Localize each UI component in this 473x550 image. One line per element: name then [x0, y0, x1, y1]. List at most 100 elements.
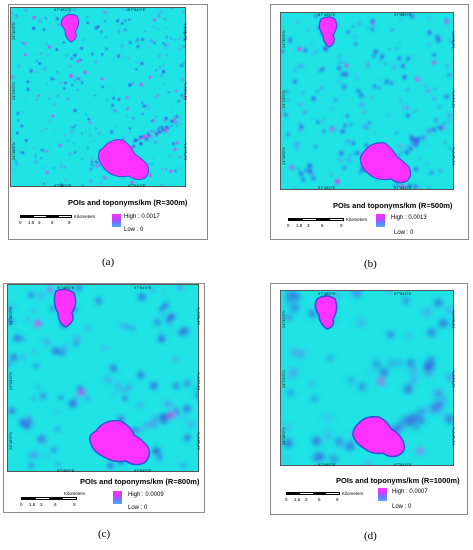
density-blob	[416, 447, 424, 455]
density-blob	[73, 335, 81, 343]
density-blob	[175, 115, 179, 119]
density-blob	[155, 74, 158, 77]
density-blob	[308, 309, 317, 318]
density-blob	[81, 81, 84, 84]
density-blob	[133, 117, 136, 120]
density-blob	[284, 439, 293, 448]
density-blob	[434, 118, 438, 122]
density-blob	[161, 128, 163, 131]
density-blob	[172, 122, 175, 125]
map-title-d: POIs and toponyms/km (R=1000m)	[336, 476, 460, 485]
density-blob	[297, 47, 302, 52]
density-blob	[428, 17, 431, 20]
density-blob	[356, 88, 362, 94]
density-blob	[164, 168, 168, 171]
density-blob	[388, 48, 391, 51]
density-blob	[344, 63, 349, 68]
density-blob	[178, 166, 181, 169]
density-blob	[341, 84, 347, 90]
density-blob	[96, 161, 99, 164]
density-blob	[105, 376, 113, 384]
density-blob	[87, 147, 89, 150]
density-blob	[315, 50, 318, 53]
lat-label-bottom: 24°18'0"N	[281, 147, 286, 165]
density-blob	[157, 54, 162, 58]
density-blob	[168, 322, 174, 328]
density-blob	[72, 126, 75, 129]
density-blob	[11, 146, 14, 149]
legend-high-a: High : 0.0017	[124, 214, 160, 220]
scale-tick-1-b: 1.5	[296, 223, 303, 228]
density-blob	[126, 8, 129, 11]
density-blob	[40, 393, 47, 400]
density-blob	[405, 60, 408, 63]
density-blob	[323, 431, 332, 439]
density-blob	[316, 120, 320, 125]
lon-label-left: 97°48'0"E	[318, 12, 336, 17]
density-blob	[149, 173, 153, 177]
density-blob	[425, 144, 428, 147]
density-blob	[388, 360, 395, 367]
density-blob	[35, 71, 38, 73]
density-blob	[426, 42, 431, 47]
lat-label-bottom: 24°18'0"N	[8, 432, 13, 450]
density-blob	[149, 39, 154, 43]
density-blob	[80, 46, 84, 50]
density-blob	[357, 21, 363, 27]
density-blob	[34, 156, 37, 158]
density-blob	[298, 171, 304, 176]
density-blob	[354, 42, 358, 46]
density-blob	[307, 163, 313, 169]
density-blob	[370, 96, 373, 99]
density-blob	[88, 133, 92, 137]
density-blob	[130, 326, 136, 332]
density-blob	[301, 91, 304, 94]
density-blob	[70, 126, 73, 129]
density-blob	[283, 113, 288, 117]
density-blob	[109, 70, 111, 73]
scale-tick-2-d: 3	[305, 497, 308, 502]
density-blob	[34, 320, 42, 327]
density-blob	[445, 306, 453, 315]
lat-label-bottom: 24°18'0"N	[11, 142, 16, 160]
density-blob	[91, 157, 93, 160]
density-blob	[442, 415, 448, 420]
density-blob	[296, 349, 305, 359]
density-blob	[422, 407, 429, 414]
legend-high-d: High : 0.0007	[392, 489, 428, 495]
density-blob	[451, 47, 453, 50]
density-blob	[359, 102, 365, 108]
density-blob	[12, 148, 15, 151]
density-blob	[285, 298, 292, 304]
density-blob	[331, 127, 337, 133]
density-blob	[442, 121, 446, 125]
lon-label-right: 97°54'0"E	[394, 291, 412, 296]
density-blob	[139, 82, 143, 87]
density-blob	[162, 42, 165, 45]
density-blob	[361, 123, 367, 129]
density-blob	[126, 115, 129, 118]
lat-label-top: 24°30'0"N	[11, 22, 16, 40]
density-blob	[46, 182, 49, 184]
density-blob	[288, 37, 293, 43]
density-blob	[17, 119, 20, 122]
density-blob	[185, 174, 186, 176]
density-blob	[161, 183, 163, 186]
lat-label-mid-right: 24°24'0"N	[183, 82, 188, 100]
scale-bar-c	[21, 497, 77, 500]
lon-label-left-bottom: 97°48'0"E	[318, 462, 336, 467]
lat-label-mid: 24°24'0"N	[281, 90, 286, 108]
density-blob	[144, 137, 148, 140]
density-blob	[169, 122, 172, 125]
density-blob	[400, 184, 405, 189]
density-blob	[170, 37, 173, 40]
legend-swatch-a	[112, 214, 121, 227]
density-blob	[150, 120, 153, 123]
density-blob	[136, 401, 144, 409]
density-blob	[184, 434, 191, 441]
density-blob	[445, 18, 449, 21]
density-blob	[21, 80, 23, 83]
density-blob	[57, 73, 60, 75]
density-blob	[303, 48, 308, 53]
density-blob	[167, 411, 175, 419]
